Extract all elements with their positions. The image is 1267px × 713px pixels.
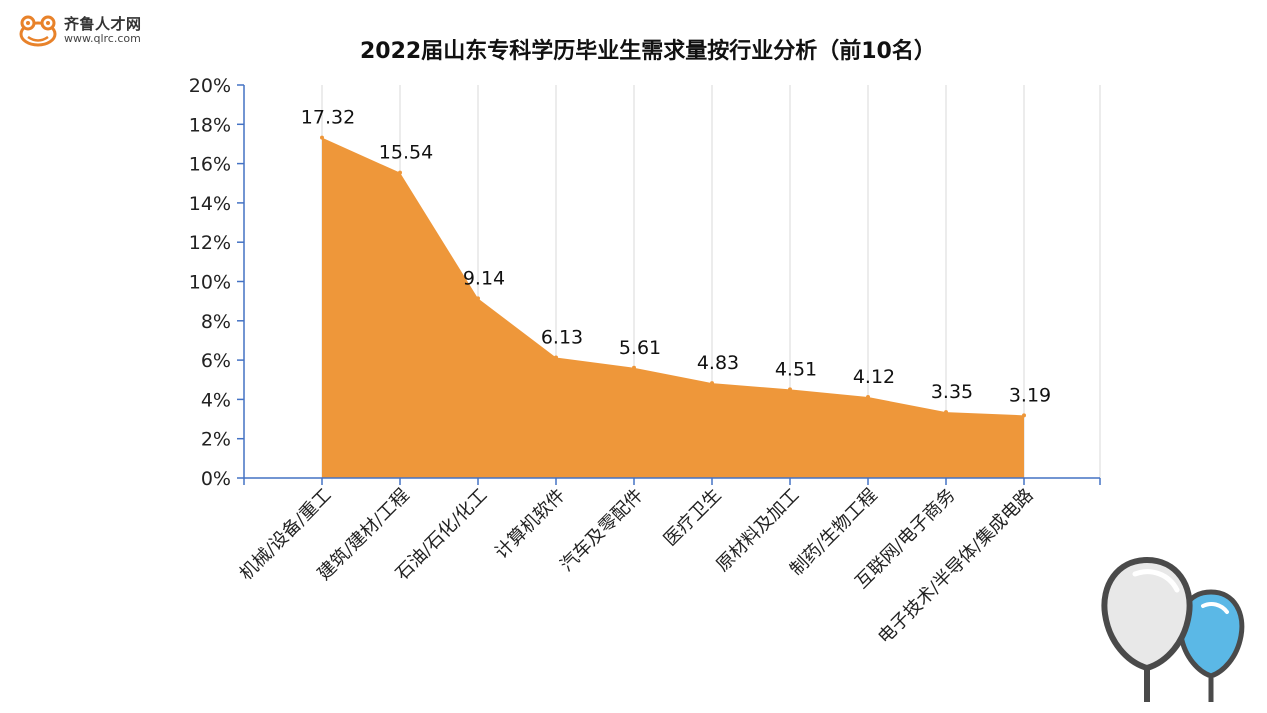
y-tick-label: 6% bbox=[201, 350, 231, 372]
y-tick-label: 4% bbox=[201, 389, 231, 411]
data-label: 3.19 bbox=[1009, 384, 1051, 406]
balloons-icon bbox=[1101, 556, 1245, 702]
data-point bbox=[632, 365, 636, 370]
y-tick-label: 12% bbox=[189, 232, 231, 254]
data-point bbox=[554, 355, 558, 360]
y-tick-label: 16% bbox=[189, 154, 231, 176]
data-label: 3.35 bbox=[931, 381, 973, 403]
data-point bbox=[710, 381, 714, 386]
y-tick-label: 10% bbox=[189, 272, 231, 294]
y-tick-label: 8% bbox=[201, 311, 231, 333]
x-tick-label: 汽车及零配件 bbox=[556, 485, 647, 576]
logo-url: www.qlrc.com bbox=[64, 32, 141, 46]
data-point bbox=[788, 387, 792, 392]
data-labels: 17.32 15.54 9.14 6.13 5.61 4.83 4.51 4.12 3.35 3.… bbox=[301, 107, 1051, 407]
data-point bbox=[944, 410, 948, 415]
logo-name: 齐鲁人才网 bbox=[64, 15, 142, 34]
data-label: 4.83 bbox=[697, 352, 739, 374]
data-point bbox=[398, 170, 402, 175]
data-label: 9.14 bbox=[463, 267, 505, 289]
data-point bbox=[476, 296, 480, 301]
x-tick-label: 医疗卫生 bbox=[660, 485, 726, 551]
data-label: 6.13 bbox=[541, 327, 583, 349]
x-tick-label: 电子技术/半导体/集成电路 bbox=[874, 485, 1037, 648]
y-tick-label: 14% bbox=[189, 193, 231, 215]
data-label: 4.12 bbox=[853, 366, 895, 388]
data-point bbox=[320, 135, 324, 140]
data-label: 15.54 bbox=[379, 142, 433, 164]
y-tick-label: 18% bbox=[189, 114, 231, 136]
area-series-fill bbox=[322, 137, 1024, 479]
chart-title: 2022届山东专科学历毕业生需求量按行业分析（前10名） bbox=[360, 39, 936, 64]
frog-logo-icon bbox=[19, 15, 57, 47]
y-tick-label: 0% bbox=[201, 468, 231, 490]
data-label: 17.32 bbox=[301, 107, 355, 129]
data-point bbox=[866, 395, 870, 400]
area-series bbox=[320, 135, 1026, 479]
y-tick-label: 2% bbox=[201, 429, 231, 451]
data-label: 4.51 bbox=[775, 358, 817, 380]
y-tick-label: 20% bbox=[189, 75, 231, 97]
site-logo[interactable]: 齐鲁人才网 www.qlrc.com bbox=[18, 14, 142, 48]
data-point bbox=[1022, 413, 1026, 418]
x-tick-label: 计算机软件 bbox=[491, 485, 569, 563]
data-label: 5.61 bbox=[619, 337, 661, 359]
